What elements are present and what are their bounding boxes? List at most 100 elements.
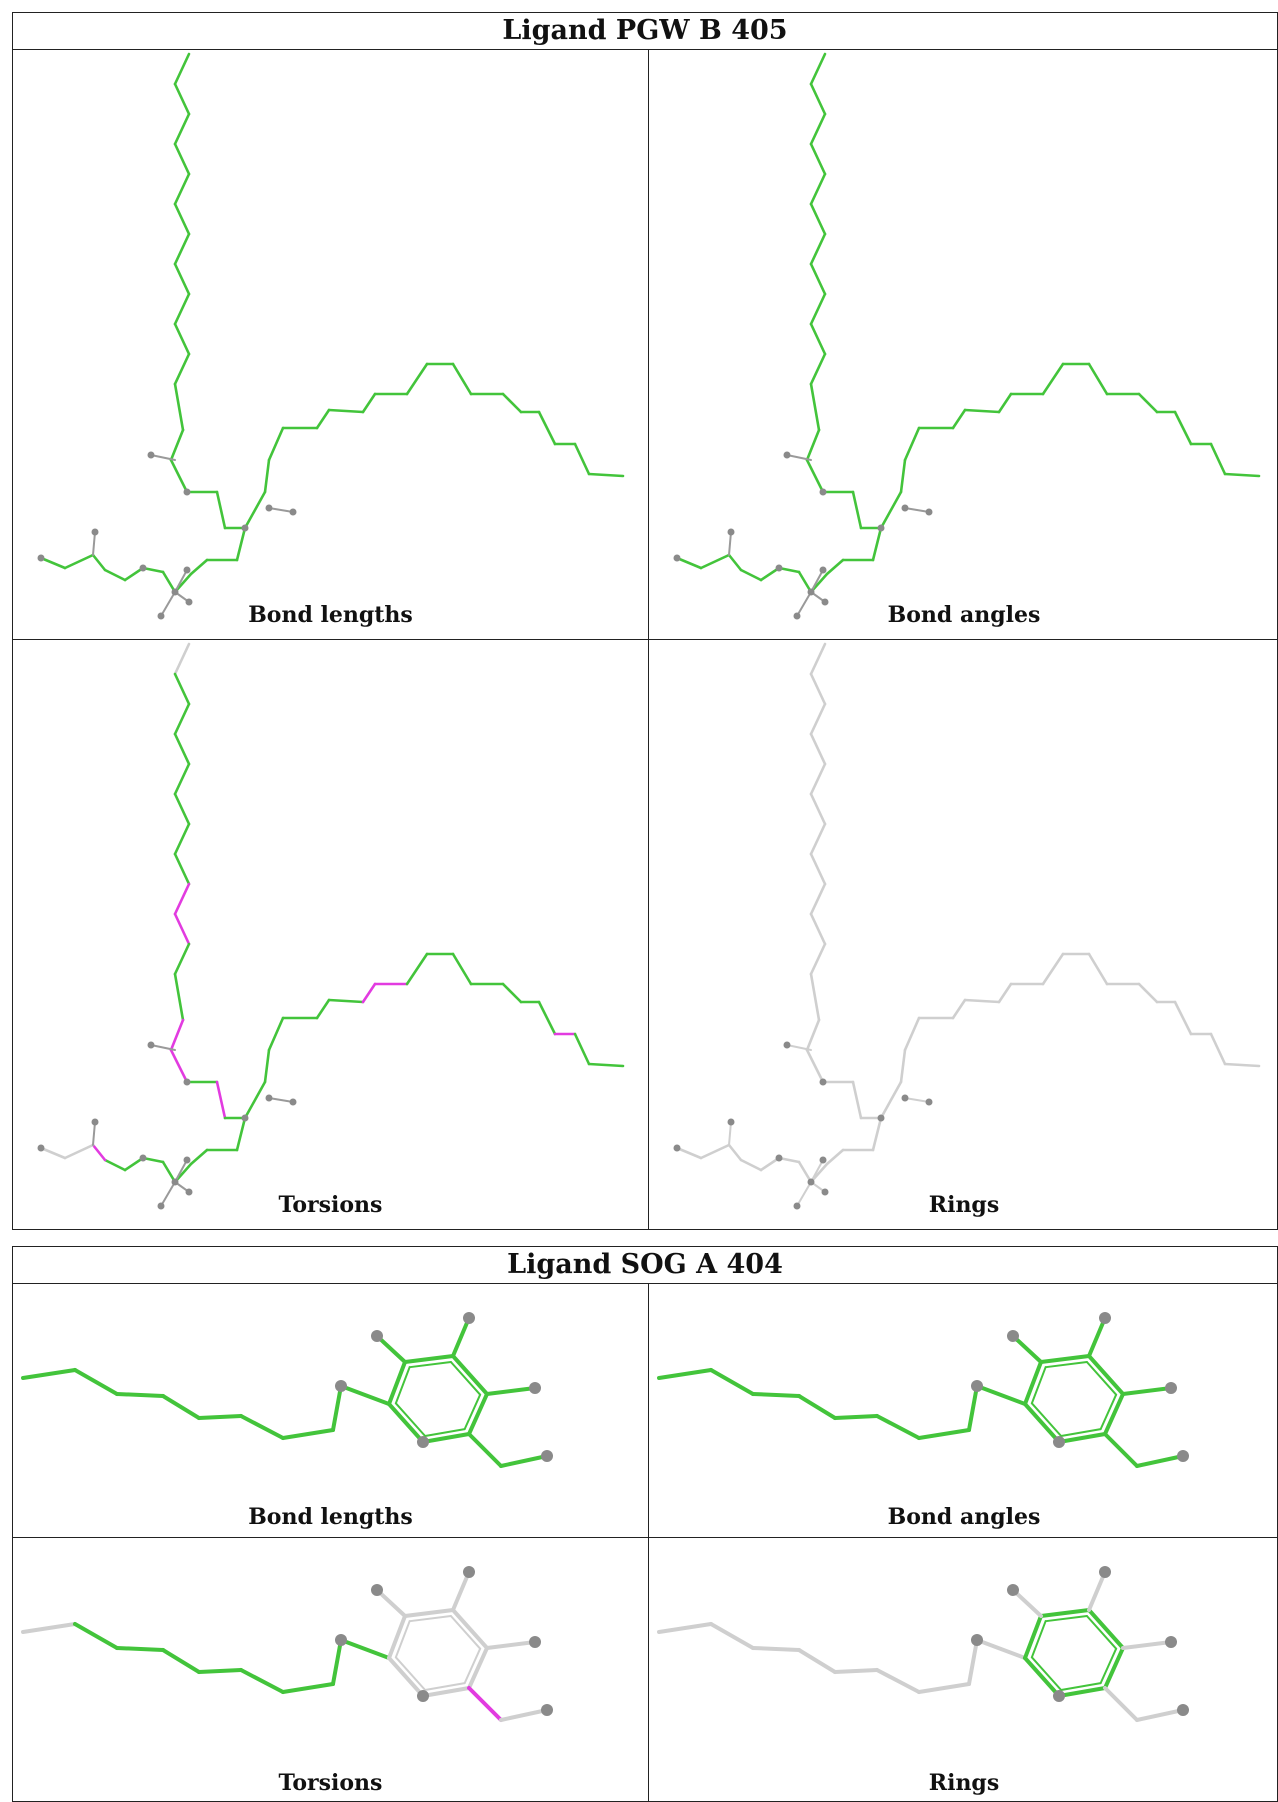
bond xyxy=(904,1097,930,1103)
atom xyxy=(1007,1330,1019,1342)
bond xyxy=(173,852,191,886)
bond xyxy=(189,1148,209,1166)
bond xyxy=(537,410,557,446)
bond xyxy=(173,292,191,326)
atom xyxy=(183,1156,191,1164)
molecule-view xyxy=(657,1312,1189,1468)
atom xyxy=(171,1178,179,1186)
bond xyxy=(917,1428,971,1440)
bond xyxy=(173,82,191,116)
bond xyxy=(1103,1392,1125,1436)
atom xyxy=(819,488,827,496)
atom xyxy=(289,508,297,516)
bond xyxy=(810,1159,824,1183)
bond xyxy=(173,352,191,386)
atom xyxy=(139,564,147,572)
bond xyxy=(809,382,821,432)
bond xyxy=(759,1156,781,1172)
bond xyxy=(150,454,176,461)
panel-bond-angles: Bond angles xyxy=(649,1284,1278,1538)
bond xyxy=(809,142,827,176)
atom xyxy=(37,554,45,562)
ligand-table-sog: Ligand SOG A 404 Bond lengths Bond angle… xyxy=(12,1246,1278,1802)
bond xyxy=(657,1368,713,1380)
molecule-view xyxy=(21,1566,553,1722)
bond xyxy=(1099,1647,1118,1685)
atom xyxy=(529,1636,541,1648)
bond xyxy=(1011,1334,1043,1364)
atom xyxy=(971,1380,983,1392)
molecule-view xyxy=(673,52,1261,620)
bond xyxy=(786,1044,812,1051)
bond xyxy=(424,1428,466,1437)
bond xyxy=(467,1686,503,1722)
bond xyxy=(967,1384,979,1432)
bond xyxy=(1103,1432,1139,1468)
bond xyxy=(1057,1686,1107,1698)
bond xyxy=(215,490,227,530)
bond xyxy=(173,172,191,206)
bond xyxy=(387,1402,425,1444)
bond xyxy=(1041,362,1065,396)
bond xyxy=(239,1414,285,1440)
panel-bond-lengths: Bond lengths xyxy=(13,50,649,640)
atom xyxy=(185,598,193,606)
atom xyxy=(821,1188,829,1196)
bond xyxy=(263,458,271,494)
atom xyxy=(147,1041,155,1049)
bond xyxy=(467,1392,489,1436)
bond xyxy=(173,52,191,86)
bond xyxy=(1103,1686,1139,1722)
bond xyxy=(449,1615,482,1650)
bond xyxy=(235,1116,247,1152)
bond xyxy=(173,942,191,976)
bond xyxy=(394,1366,411,1405)
bond xyxy=(875,1668,921,1694)
bond xyxy=(403,1608,455,1618)
panel-caption: Rings xyxy=(928,1192,1000,1218)
bond xyxy=(797,570,813,594)
bond xyxy=(92,531,96,556)
bond xyxy=(1173,410,1193,446)
bond xyxy=(123,566,145,582)
atom xyxy=(183,566,191,574)
atom xyxy=(775,564,783,572)
molecule-view xyxy=(673,642,1261,1210)
atom xyxy=(371,1584,383,1596)
bond xyxy=(161,1160,177,1184)
bond xyxy=(467,1646,489,1690)
bond xyxy=(810,569,824,593)
atom xyxy=(265,504,273,512)
bond xyxy=(1023,1614,1043,1660)
bond xyxy=(805,458,825,494)
bond xyxy=(408,1361,452,1369)
bond xyxy=(1039,1608,1091,1618)
bond xyxy=(315,998,331,1020)
bond xyxy=(833,1414,879,1420)
bond xyxy=(796,1181,812,1207)
bond xyxy=(1087,1316,1107,1358)
bond xyxy=(173,142,191,176)
atom xyxy=(901,504,909,512)
atom xyxy=(971,1634,983,1646)
panel-torsions: Torsions xyxy=(13,640,649,1230)
atom xyxy=(1053,1690,1065,1702)
atom xyxy=(185,1188,193,1196)
bond xyxy=(160,1181,176,1207)
bond xyxy=(161,1394,201,1420)
bond xyxy=(809,822,827,856)
bond xyxy=(851,490,863,530)
bond xyxy=(871,526,883,562)
bond xyxy=(103,568,127,582)
bond xyxy=(1087,952,1109,986)
bond xyxy=(809,852,827,886)
panel-caption: Bond lengths xyxy=(248,1504,413,1530)
bond xyxy=(174,1159,188,1183)
bond xyxy=(1223,1062,1261,1068)
bond xyxy=(150,1044,176,1051)
bond xyxy=(327,998,365,1004)
bond xyxy=(709,1368,755,1396)
bond xyxy=(809,912,827,946)
atom xyxy=(673,554,681,562)
bond xyxy=(1209,1032,1227,1066)
